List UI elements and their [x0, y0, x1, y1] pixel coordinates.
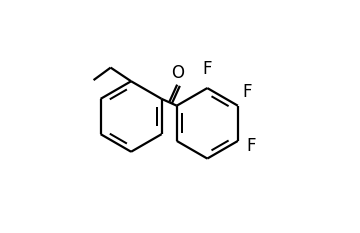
Text: O: O — [171, 64, 184, 82]
Text: F: F — [242, 82, 251, 101]
Text: F: F — [203, 60, 212, 78]
Text: F: F — [247, 137, 256, 155]
